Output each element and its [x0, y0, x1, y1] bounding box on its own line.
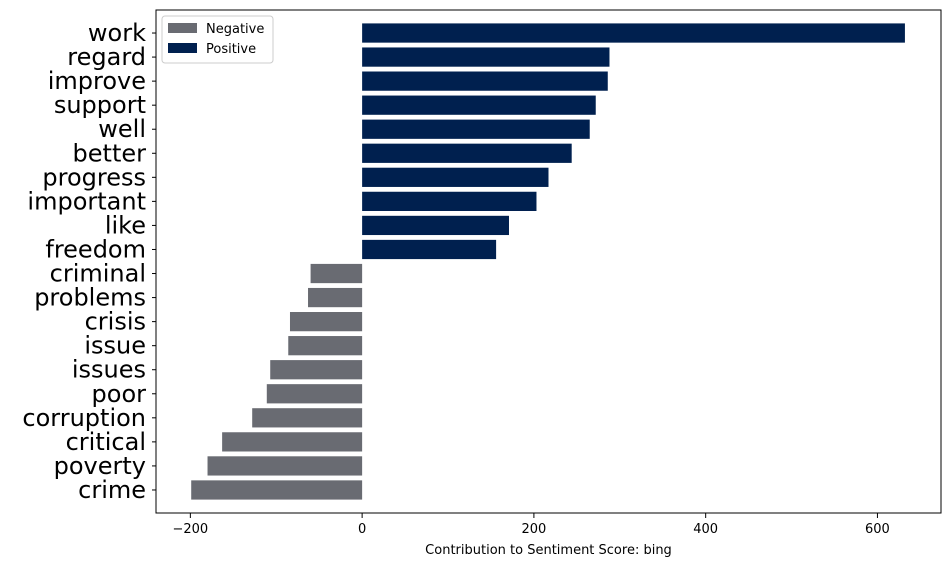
bars-layer	[191, 23, 905, 500]
y-tick-label-critical: critical	[66, 428, 146, 456]
x-tick-label: 0	[358, 522, 366, 537]
y-tick-label-regard: regard	[67, 43, 146, 71]
bar-well	[362, 119, 590, 139]
bar-critical	[222, 432, 363, 452]
bar-progress	[362, 167, 549, 187]
bar-improve	[362, 71, 608, 91]
bar-work	[362, 23, 905, 43]
legend-swatch-positive	[168, 43, 197, 53]
y-tick-label-criminal: criminal	[50, 260, 146, 288]
x-tick-label: −200	[172, 522, 208, 537]
bar-freedom	[362, 239, 497, 260]
y-tick-label-like: like	[105, 211, 146, 239]
bar-issues	[270, 360, 363, 380]
y-tick-labels: workregardimprovesupportwellbetterprogre…	[22, 19, 156, 504]
y-tick-label-issues: issues	[72, 356, 146, 384]
y-tick-label-freedom: freedom	[45, 235, 146, 263]
y-tick-label-progress: progress	[42, 163, 146, 191]
y-tick-label-crisis: crisis	[85, 308, 146, 336]
x-axis-label: Contribution to Sentiment Score: bing	[425, 543, 672, 558]
y-tick-label-poverty: poverty	[54, 452, 146, 480]
bar-crime	[191, 480, 363, 500]
x-tick-label: 600	[865, 522, 890, 537]
legend: Negative Positive	[161, 15, 274, 64]
y-tick-label-problems: problems	[34, 284, 146, 312]
y-tick-label-corruption: corruption	[22, 404, 146, 432]
y-tick-label-better: better	[73, 139, 147, 167]
bar-better	[362, 143, 572, 163]
bar-poor	[266, 384, 363, 404]
y-tick-label-well: well	[98, 115, 146, 143]
x-tick-label: 200	[521, 522, 546, 537]
bar-corruption	[252, 408, 363, 428]
y-tick-label-improve: improve	[48, 67, 146, 95]
y-tick-label-crime: crime	[78, 476, 146, 504]
legend-label-positive: Positive	[206, 42, 256, 57]
x-tick-label: 400	[693, 522, 718, 537]
y-tick-label-poor: poor	[92, 380, 147, 408]
legend-swatch-negative	[168, 23, 197, 33]
bar-important	[362, 191, 537, 211]
y-tick-label-important: important	[27, 187, 146, 215]
bar-support	[362, 95, 596, 115]
bar-problems	[308, 287, 363, 308]
y-tick-label-issue: issue	[84, 332, 146, 360]
bar-criminal	[310, 263, 363, 284]
legend-label-negative: Negative	[206, 22, 264, 37]
bar-poverty	[207, 456, 363, 476]
bar-crisis	[289, 312, 363, 332]
bar-like	[362, 215, 509, 236]
y-tick-label-work: work	[88, 19, 146, 47]
y-tick-label-support: support	[54, 91, 146, 119]
bar-issue	[288, 336, 363, 356]
plot-frame	[155, 9, 942, 514]
x-axis-ticks: −200 0 200 400 600	[172, 513, 890, 537]
bar-regard	[362, 47, 610, 67]
